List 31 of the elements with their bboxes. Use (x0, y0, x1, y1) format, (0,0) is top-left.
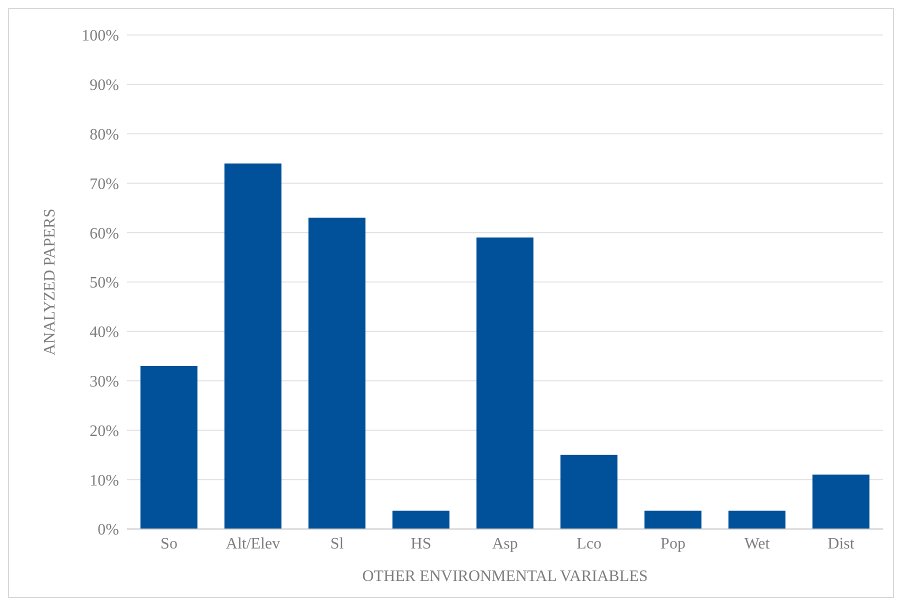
x-tick-label: So (160, 535, 178, 552)
x-tick-label: Pop (660, 535, 686, 552)
bar (392, 510, 450, 529)
x-tick-label: Lco (576, 535, 602, 552)
y-tick-label: 100% (82, 28, 119, 45)
y-tick-label: 10% (90, 472, 119, 490)
bar (140, 366, 198, 529)
x-tick-label: Alt/Elev (226, 535, 280, 552)
x-tick-label: Asp (492, 535, 518, 552)
x-tick-label: Wet (744, 535, 770, 552)
y-tick-label: 80% (90, 126, 119, 144)
bar (728, 510, 786, 529)
y-tick-label: 20% (90, 422, 119, 440)
x-tick-label: Dist (828, 535, 855, 552)
bar (812, 474, 870, 529)
y-tick-label: 90% (90, 77, 119, 94)
bar (476, 238, 534, 529)
y-tick-label: 60% (90, 225, 119, 242)
bar (224, 163, 282, 529)
y-tick-label: 30% (90, 373, 119, 390)
bar (644, 510, 702, 529)
x-tick-label: Sl (330, 535, 344, 552)
bar (560, 454, 618, 529)
x-tick-label: HS (410, 535, 432, 552)
y-tick-label: 40% (90, 324, 119, 342)
bar (308, 218, 366, 529)
y-axis-title: ANALYZED PAPERS (42, 208, 59, 356)
y-tick-label: 0% (98, 522, 119, 539)
y-tick-label: 70% (90, 176, 119, 193)
y-tick-label: 50% (90, 274, 119, 292)
x-axis-title: OTHER ENVIRONMENTAL VARIABLES (362, 568, 648, 585)
